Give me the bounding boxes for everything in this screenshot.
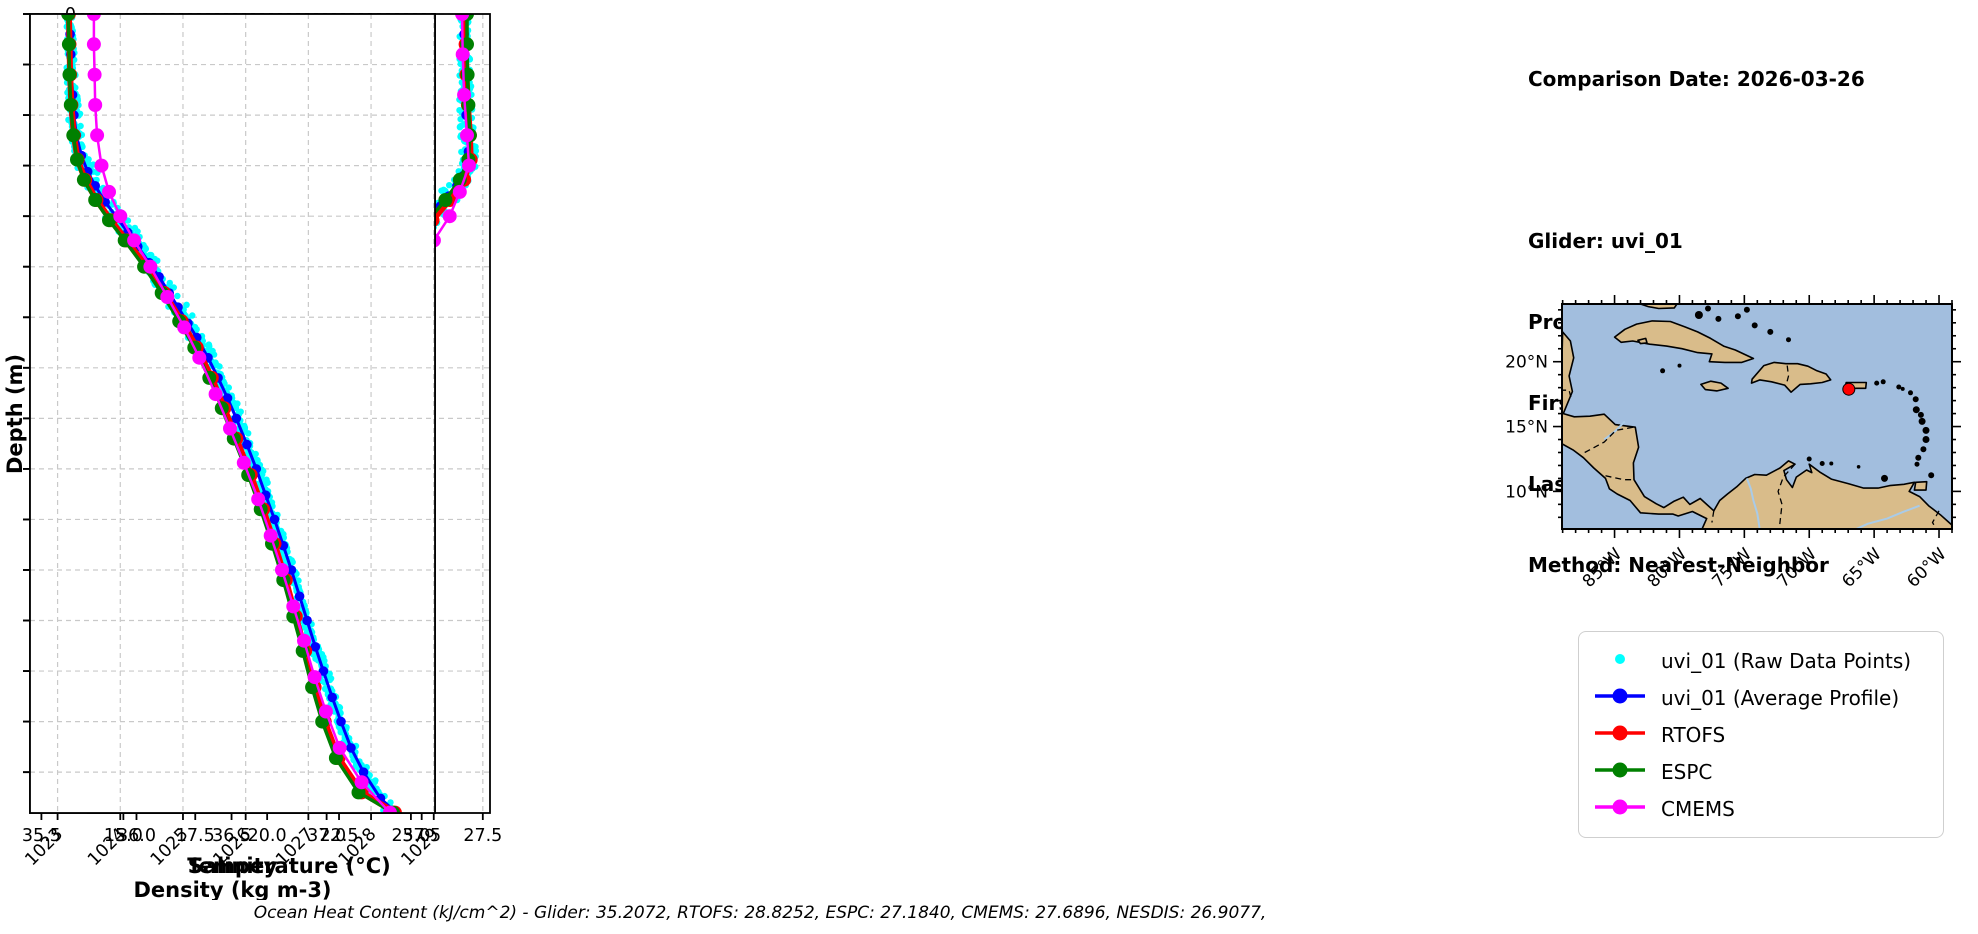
map-lon-label: 65°W <box>1838 544 1885 591</box>
map-lat-label: 10°N <box>1505 482 1548 502</box>
x-tick-label: 15.0 <box>104 826 143 846</box>
glider-location-marker <box>1842 382 1856 396</box>
line-marker-icon <box>1591 721 1649 749</box>
line-marker-icon <box>1591 758 1649 786</box>
jamaica <box>1700 380 1729 392</box>
line-marker-icon <box>1591 684 1649 712</box>
x-tick-label: 27.5 <box>463 826 502 846</box>
x-tick-label: 35.5 <box>22 826 61 846</box>
map-lon-label: 70°W <box>1773 544 1820 591</box>
x-tick-label: 1026 <box>210 824 256 870</box>
trinidad <box>1913 480 1928 491</box>
series-cmems <box>86 14 397 813</box>
legend-label: RTOFS <box>1661 722 1726 747</box>
method-label: Method: Nearest-Neighbor <box>1528 553 1829 577</box>
x-axis-title: Salinity <box>188 854 278 878</box>
x-tick-label: 36.5 <box>212 826 251 846</box>
isla-juventud <box>1637 337 1648 345</box>
mainland <box>1562 331 1952 529</box>
plot-area <box>61 14 402 813</box>
map-ticks <box>1553 295 1961 538</box>
x-tick-label: 1028 <box>335 824 381 870</box>
gridlines <box>30 13 435 813</box>
x-tick-label: 22.5 <box>320 826 359 846</box>
x-tick-label: 37.0 <box>307 826 346 846</box>
map-lat-label: 15°N <box>1505 418 1548 438</box>
florida-keys <box>1639 304 1678 310</box>
x-tick-label: 17.5 <box>176 826 215 846</box>
legend-label: CMEMS <box>1661 796 1735 821</box>
density-profile-chart: 1023 1024 1025 1026 1027 1028 1029 Density (kg … <box>21 13 444 900</box>
ocean-heat-content-footer: Ocean Heat Content (kJ/cm^2) - Glider: 3… <box>253 903 1267 923</box>
comparison-date: Comparison Date: 2026-03-26 <box>1528 67 1865 91</box>
rivers <box>1603 420 1920 529</box>
legend-item: CMEMS <box>1591 790 1931 827</box>
x-tick-label: 20.0 <box>248 826 287 846</box>
legend-item: ESPC <box>1591 753 1931 790</box>
y-axis-title: Depth (m) <box>3 354 27 474</box>
small-islands <box>1660 305 1935 482</box>
axis-ticks <box>23 13 435 820</box>
x-tick-label: 1029 <box>398 824 444 870</box>
x-axis-title: Density (kg m-3) <box>133 878 331 900</box>
legend-label: uvi_01 (Average Profile) <box>1661 685 1900 710</box>
legend-item: RTOFS <box>1591 716 1931 753</box>
line-marker-icon <box>1591 795 1649 823</box>
hispaniola <box>1750 361 1832 393</box>
caribbean-map: 20°N 15°N 10°N 85°W 80°W 75°W 70°W 65°W 60°W <box>1505 295 1961 592</box>
x-tick-label: 25.0 <box>391 826 430 846</box>
legend-label: uvi_01 (Raw Data Points) <box>1661 648 1912 673</box>
country-borders <box>1562 365 1940 529</box>
x-tick-label: 37.5 <box>402 826 441 846</box>
info-spacer <box>1528 147 1865 174</box>
map-lon-label: 60°W <box>1903 544 1950 591</box>
map-lon-label: 85°W <box>1579 544 1626 591</box>
scatter-marker-icon <box>1591 647 1649 675</box>
x-tick-label: 1027 <box>272 824 318 870</box>
legend-label: ESPC <box>1661 759 1713 784</box>
plot-background <box>30 14 435 813</box>
x-tick-label: 36.0 <box>117 826 156 846</box>
map-land-layer <box>1562 304 1952 529</box>
legend-item: uvi_01 (Raw Data Points) <box>1591 642 1931 679</box>
x-tick-label: 1025 <box>147 824 193 870</box>
glider-name: Glider: uvi_01 <box>1528 229 1683 253</box>
x-axis-title: Temperature (°C) <box>187 854 390 878</box>
legend: uvi_01 (Raw Data Points) uvi_01 (Average … <box>1578 631 1944 838</box>
axes-frame <box>29 13 436 814</box>
map-lat-label: 20°N <box>1505 353 1548 373</box>
legend-item: uvi_01 (Average Profile) <box>1591 679 1931 716</box>
x-tick-label: 1023 <box>21 824 67 870</box>
cuba <box>1613 320 1755 364</box>
x-tick-label: 1024 <box>84 824 130 870</box>
map-lon-label: 75°W <box>1709 544 1756 591</box>
map-lon-label: 80°W <box>1644 544 1691 591</box>
